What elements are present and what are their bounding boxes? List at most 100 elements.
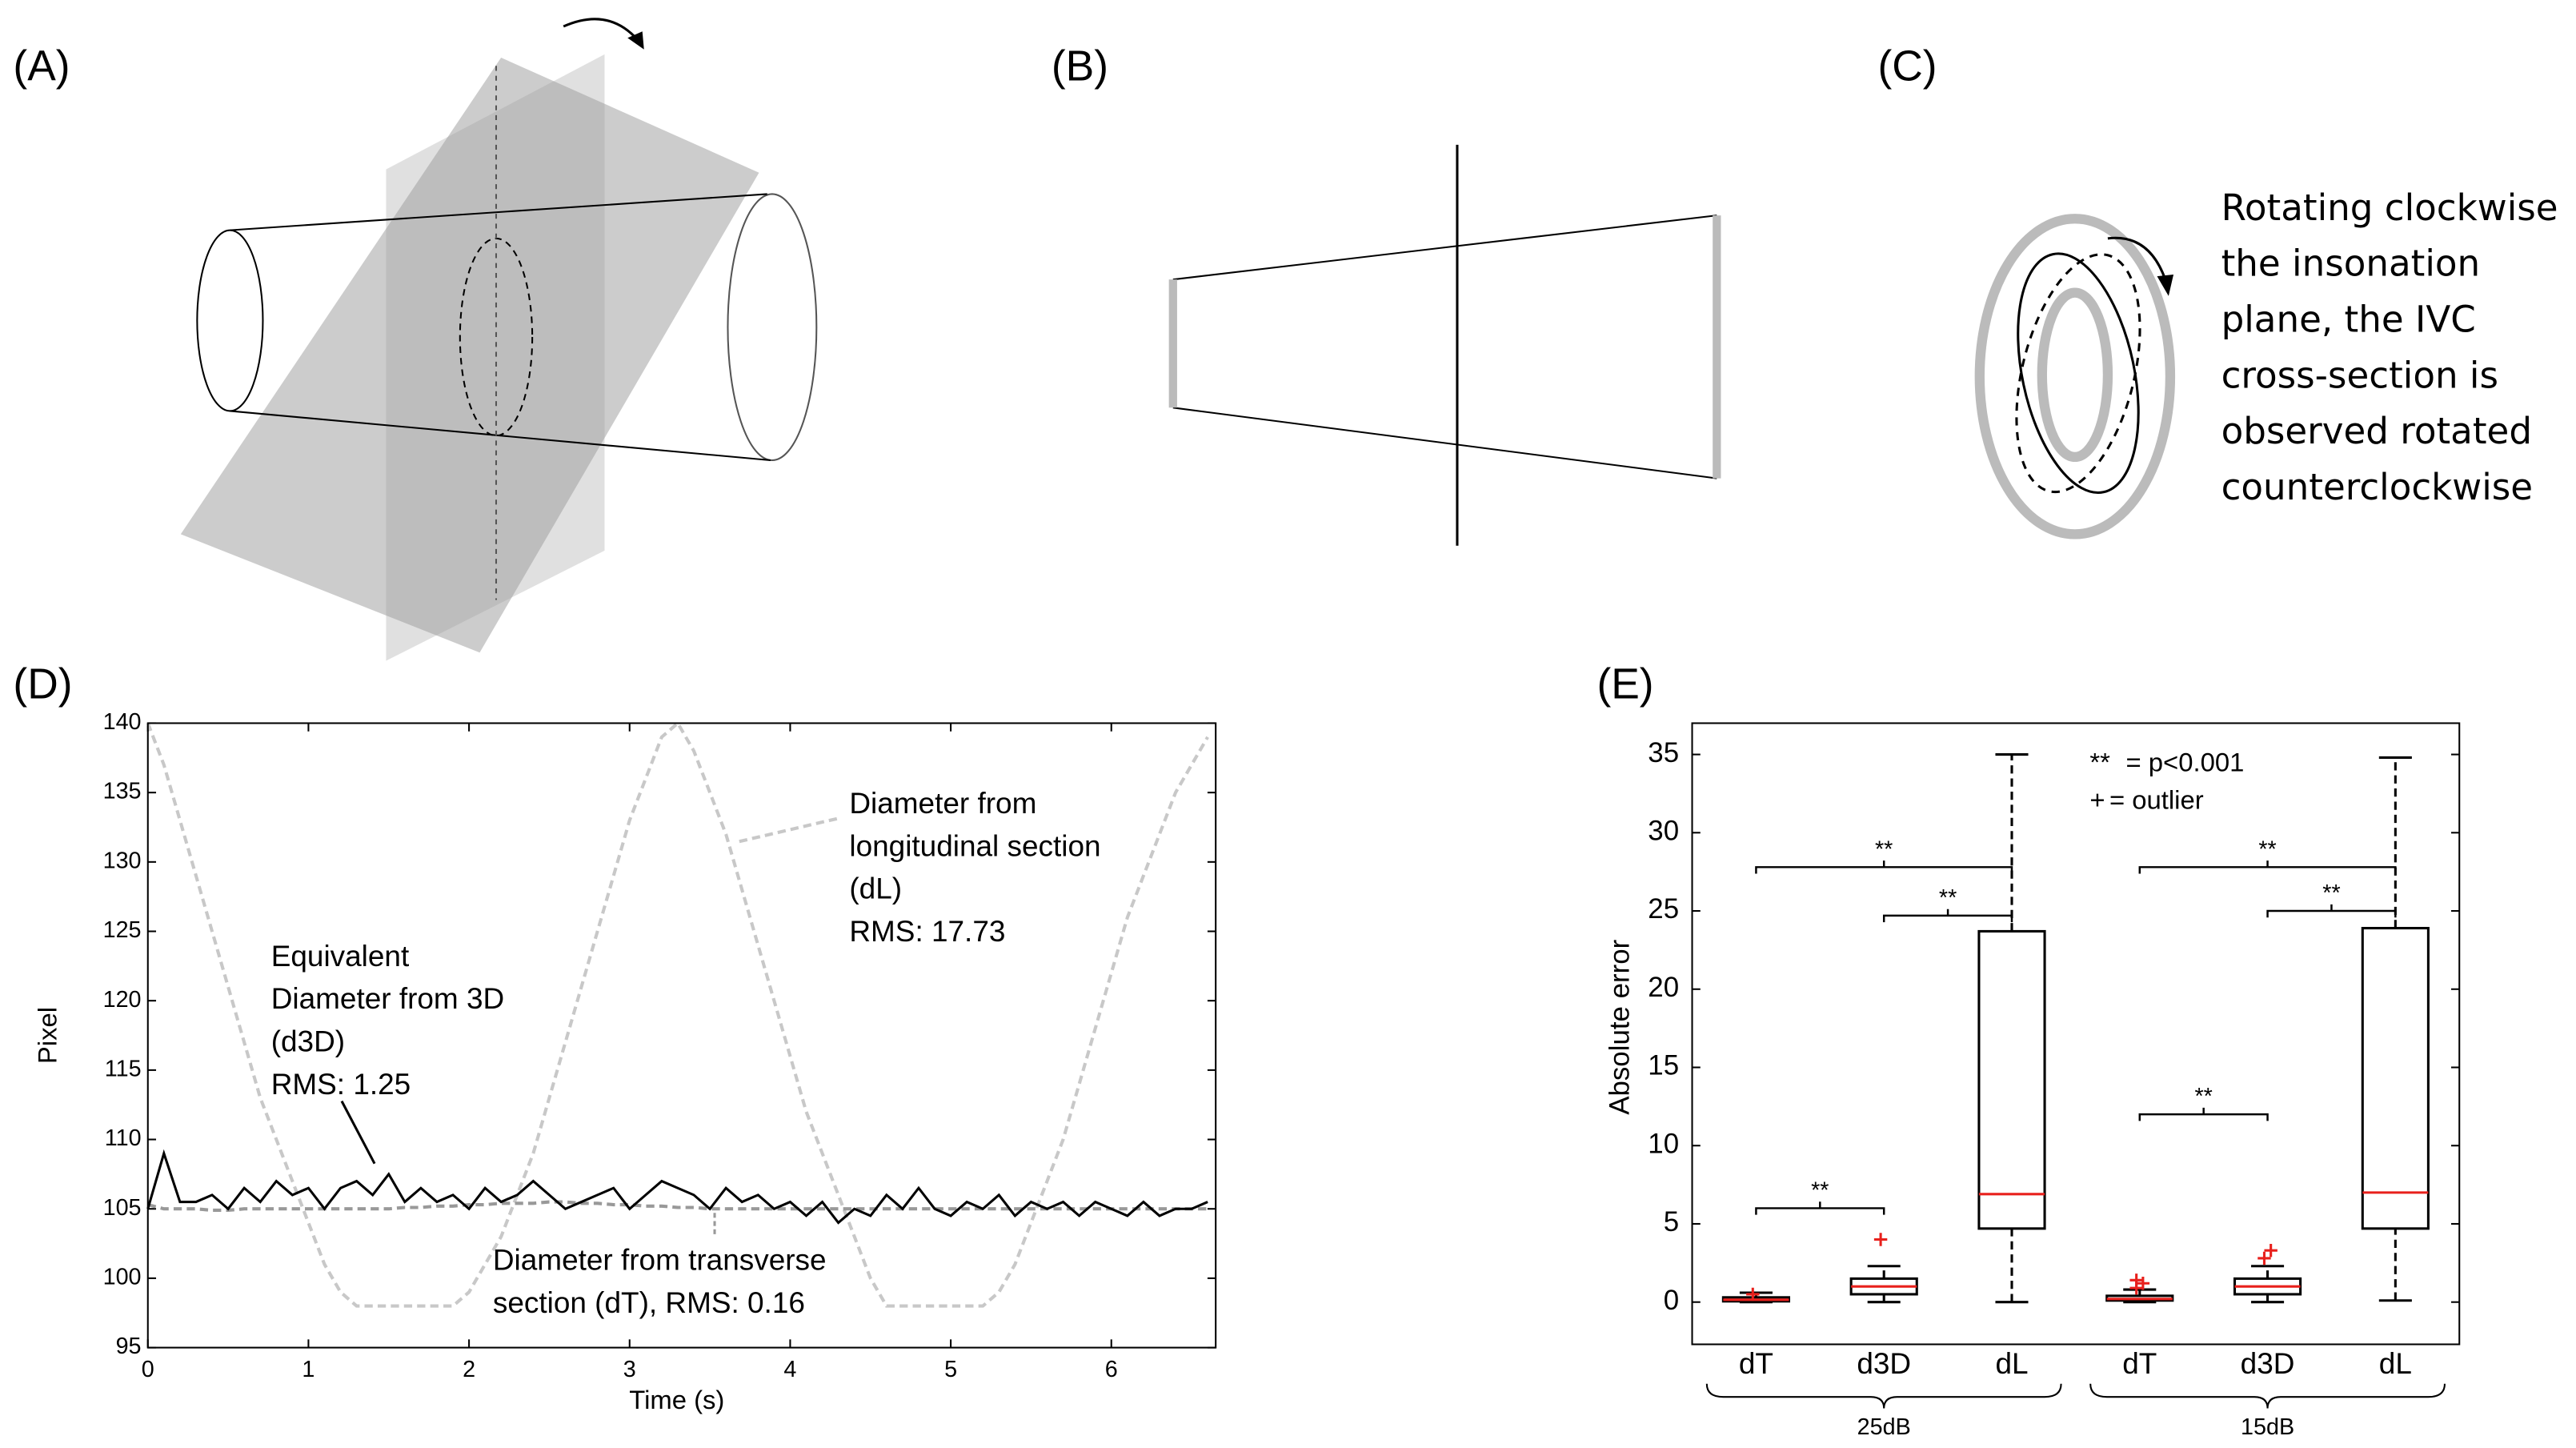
plot-frame — [1691, 722, 2461, 1346]
y-tick-label: 125 — [103, 917, 142, 943]
section-rotated — [2015, 253, 2141, 494]
y-tick-label: 10 — [1648, 1128, 1679, 1159]
caption-line: plane, the IVC — [2221, 299, 2476, 341]
arrow-head — [2157, 275, 2174, 296]
y-tick-label: 130 — [103, 848, 142, 873]
pointer — [739, 816, 839, 844]
y-tick-label: 115 — [105, 1056, 142, 1081]
annotation: Diameter from 3D — [271, 982, 504, 1015]
outlier — [2136, 1277, 2150, 1290]
section — [2017, 252, 2140, 495]
series-line — [146, 720, 1209, 1308]
x-tick-label: 3 — [623, 1357, 636, 1382]
x-tick-label: 6 — [1105, 1357, 1118, 1382]
x-axis-label: Time (s) — [629, 1385, 724, 1414]
annotation: RMS: 1.25 — [271, 1068, 411, 1101]
x-tick-label: 4 — [783, 1357, 796, 1382]
significance-bracket — [2138, 1107, 2269, 1121]
y-tick-label: 120 — [103, 987, 142, 1013]
cone-edge — [230, 193, 767, 231]
y-tick-label: 105 — [103, 1195, 142, 1221]
annotation: section (dT), RMS: 0.16 — [493, 1286, 805, 1319]
legend-text: = outlier — [2109, 785, 2204, 815]
panel-label: (C) — [1878, 42, 1937, 90]
annotation: longitudinal section — [849, 829, 1100, 862]
legend-text: = p<0.001 — [2125, 747, 2244, 776]
y-tick-label: 140 — [103, 709, 142, 735]
y-tick-label: 95 — [116, 1334, 142, 1359]
y-axis-label: Absolute error — [1604, 939, 1635, 1114]
series-line — [146, 1149, 1208, 1225]
significance-label: ** — [1811, 1177, 1829, 1203]
group-brace — [1705, 1383, 2062, 1409]
significance-bracket — [2138, 860, 2397, 874]
significance-label: ** — [2322, 880, 2340, 906]
outlier — [1746, 1287, 1760, 1302]
box — [2361, 926, 2430, 1230]
inner-ring — [2037, 287, 2113, 463]
rotation-arrow — [563, 18, 639, 41]
annotation: Diameter from transverse — [493, 1244, 827, 1277]
outer-ring — [1974, 214, 2176, 539]
cone-end — [196, 229, 264, 412]
y-tick-label: 30 — [1648, 816, 1679, 847]
x-tick-label: dT — [2122, 1347, 2157, 1380]
edge — [1172, 215, 1717, 281]
outlier — [2258, 1251, 2271, 1265]
annotation: (dL) — [849, 872, 902, 905]
diagram-a — [180, 18, 818, 661]
outlier — [2264, 1243, 2278, 1257]
y-tick-label: 25 — [1648, 893, 1679, 925]
x-tick-label: dL — [1995, 1347, 2028, 1380]
x-tick-label: 2 — [463, 1357, 475, 1382]
edge — [1172, 407, 1717, 479]
significance-bracket — [1882, 909, 2013, 923]
group-label: 25dB — [1857, 1414, 1911, 1440]
caption-line: cross-section is — [2221, 354, 2498, 396]
significance-bracket — [2266, 904, 2397, 918]
arrow-head — [627, 31, 644, 50]
y-tick-label: 110 — [105, 1125, 142, 1151]
group-label: 15dB — [2241, 1414, 2294, 1440]
diagram-b — [1168, 144, 1721, 546]
plot-frame — [146, 722, 1217, 1349]
y-tick-label: 35 — [1648, 737, 1679, 768]
rotation-arrow — [2107, 236, 2167, 280]
annotation: Equivalent — [271, 940, 409, 973]
outlier — [1873, 1233, 1888, 1246]
annotation: RMS: 17.73 — [849, 915, 1005, 948]
significance-label: ** — [2194, 1084, 2212, 1109]
y-tick-label: 15 — [1648, 1050, 1679, 1081]
x-tick-label: 0 — [142, 1357, 154, 1382]
x-tick-label: dT — [1739, 1347, 1773, 1380]
plane — [180, 58, 759, 653]
significance-label: ** — [1939, 885, 1957, 911]
caption-line: counterclockwise — [2221, 466, 2534, 508]
y-tick-label: 100 — [103, 1265, 142, 1290]
panel-label: (E) — [1596, 660, 1653, 708]
annotation: (d3D) — [271, 1025, 345, 1058]
legend-symbol: ** — [2089, 747, 2110, 776]
legend-symbol: + — [2089, 785, 2105, 815]
x-tick-label: dL — [2379, 1347, 2412, 1380]
x-tick-label: 1 — [302, 1357, 314, 1382]
outlier — [2129, 1274, 2143, 1287]
panel-label: (D) — [13, 660, 72, 708]
panel-label: (A) — [13, 42, 70, 90]
y-tick-label: 0 — [1664, 1285, 1679, 1316]
cone-end — [727, 193, 818, 462]
y-tick-label: 20 — [1648, 972, 1679, 1003]
x-tick-label: d3D — [1857, 1347, 1911, 1380]
significance-bracket — [1755, 860, 2013, 874]
box — [1977, 929, 2046, 1230]
y-tick-label: 5 — [1664, 1206, 1679, 1237]
annotation: Diameter from — [849, 787, 1036, 820]
caption-line: observed rotated — [2221, 410, 2532, 452]
y-tick-label: 135 — [103, 779, 142, 804]
group-brace — [2089, 1383, 2446, 1409]
x-tick-label: 5 — [944, 1357, 957, 1382]
pointer — [340, 1100, 376, 1165]
significance-label: ** — [2258, 836, 2276, 862]
y-axis-label: Pixel — [32, 1007, 62, 1064]
